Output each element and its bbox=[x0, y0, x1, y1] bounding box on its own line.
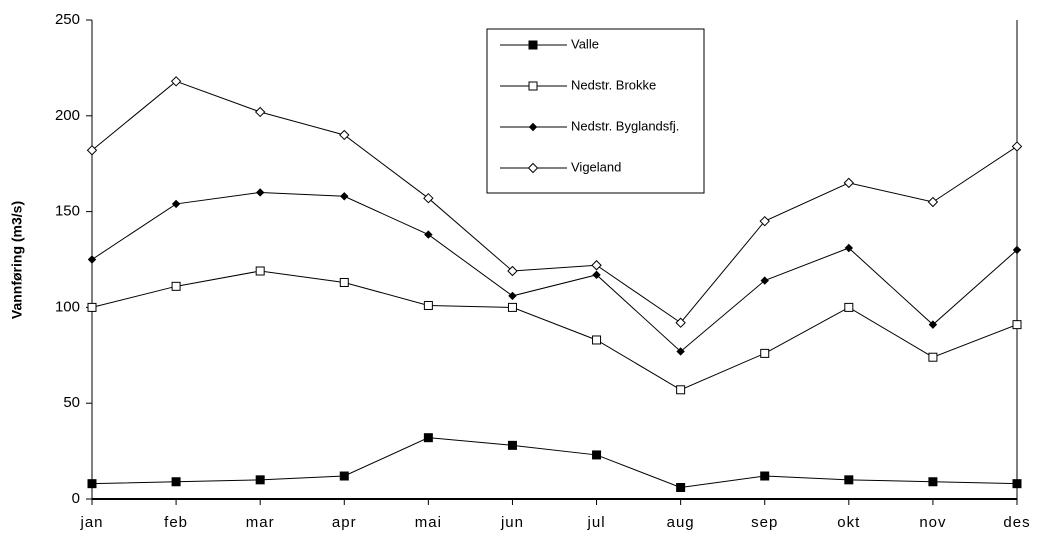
series-line bbox=[91, 437, 1018, 489]
marker bbox=[592, 450, 602, 460]
y-tick-label: 50 bbox=[63, 394, 80, 411]
marker bbox=[508, 291, 517, 301]
marker bbox=[928, 352, 938, 362]
marker bbox=[528, 40, 538, 50]
marker bbox=[592, 270, 601, 280]
marker bbox=[1012, 479, 1022, 489]
marker bbox=[760, 276, 769, 285]
marker bbox=[339, 129, 350, 141]
marker bbox=[928, 320, 938, 329]
marker bbox=[171, 281, 181, 291]
marker bbox=[171, 477, 181, 487]
marker bbox=[423, 192, 434, 204]
marker bbox=[676, 483, 686, 493]
x-tick-label: aug bbox=[667, 514, 695, 531]
marker bbox=[528, 81, 538, 91]
marker bbox=[507, 302, 517, 312]
marker bbox=[423, 433, 433, 443]
marker bbox=[171, 199, 181, 209]
series-line bbox=[91, 270, 1018, 391]
x-tick-label: jun bbox=[500, 514, 524, 531]
legend-label: Vigeland bbox=[571, 159, 621, 174]
series-line bbox=[91, 80, 1018, 324]
x-tick-label: nov bbox=[919, 514, 946, 531]
marker bbox=[527, 162, 539, 174]
marker bbox=[87, 302, 97, 312]
marker bbox=[424, 230, 433, 239]
marker bbox=[170, 76, 182, 87]
marker bbox=[843, 177, 855, 189]
legend-label: Valle bbox=[571, 36, 599, 51]
legend-label: Nedstr. Byglandsfj. bbox=[571, 118, 679, 133]
legend-box bbox=[486, 28, 705, 194]
marker bbox=[340, 192, 349, 201]
x-tick-label: mai bbox=[415, 514, 442, 531]
x-tick-label: jan bbox=[79, 514, 103, 531]
marker bbox=[760, 348, 770, 358]
y-tick-label: 150 bbox=[55, 203, 80, 220]
marker bbox=[676, 385, 686, 395]
marker bbox=[928, 477, 938, 487]
marker bbox=[86, 145, 98, 156]
marker bbox=[507, 440, 517, 450]
y-tick-label: 100 bbox=[55, 298, 80, 315]
y-tick-label: 200 bbox=[55, 107, 80, 124]
marker bbox=[255, 475, 265, 485]
x-tick-label: mar bbox=[246, 514, 275, 531]
marker bbox=[87, 255, 97, 264]
marker bbox=[87, 479, 97, 489]
marker bbox=[254, 106, 266, 118]
marker bbox=[759, 215, 770, 227]
marker bbox=[760, 471, 770, 481]
legend-label: Nedstr. Brokke bbox=[571, 77, 656, 92]
marker bbox=[675, 317, 686, 328]
x-tick-label: apr bbox=[332, 514, 357, 531]
x-tick-label: feb bbox=[164, 514, 188, 531]
y-axis-label: Vannføring (m3/s) bbox=[9, 201, 25, 319]
x-tick-label: okt bbox=[837, 514, 860, 531]
marker bbox=[1012, 320, 1022, 330]
marker bbox=[423, 300, 433, 310]
marker bbox=[592, 335, 602, 345]
marker bbox=[507, 265, 518, 277]
marker bbox=[844, 475, 854, 485]
marker bbox=[339, 277, 349, 287]
marker bbox=[591, 260, 602, 271]
y-tick-label: 250 bbox=[55, 11, 80, 28]
legend: Valle Nedstr. Brokke Nedstr. Byglandsfj. Vi… bbox=[486, 28, 705, 194]
series-line bbox=[91, 191, 1018, 353]
y-tick-label: 0 bbox=[72, 490, 80, 507]
marker bbox=[676, 347, 685, 356]
marker bbox=[255, 188, 265, 197]
marker bbox=[528, 122, 538, 132]
marker bbox=[844, 243, 854, 253]
marker bbox=[927, 196, 939, 208]
marker bbox=[1011, 141, 1023, 152]
x-tick-label: des bbox=[1003, 514, 1030, 531]
marker bbox=[339, 471, 349, 481]
marker bbox=[844, 302, 854, 312]
marker bbox=[1012, 245, 1022, 255]
x-tick-label: jul bbox=[587, 514, 606, 531]
marker bbox=[255, 266, 265, 276]
x-tick-label: sep bbox=[751, 514, 778, 531]
